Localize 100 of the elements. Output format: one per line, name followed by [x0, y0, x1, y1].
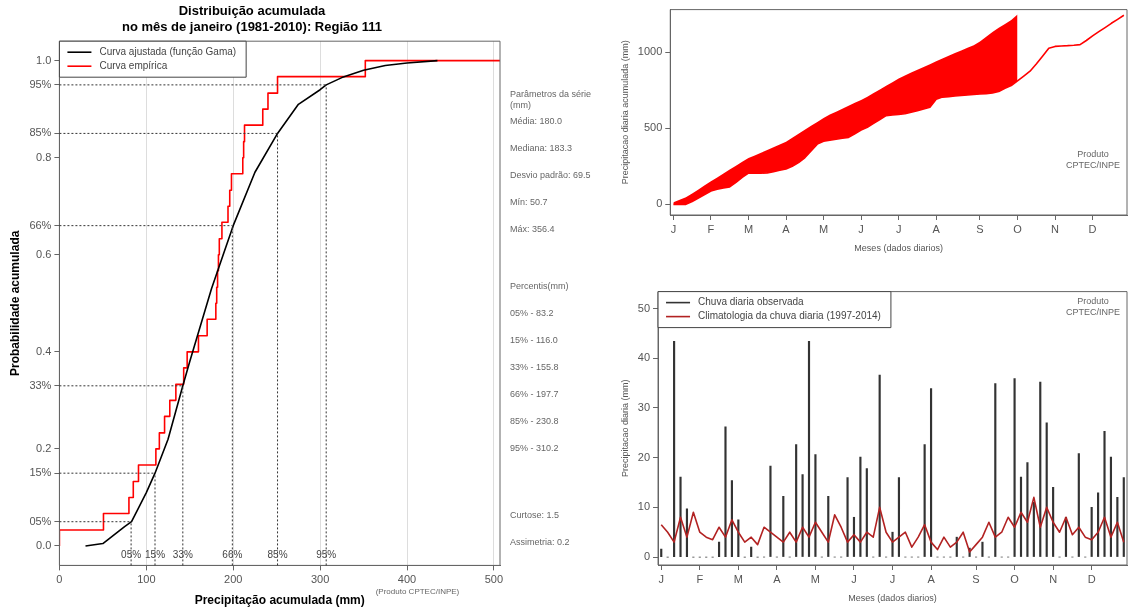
x-tick-label: J [670, 222, 677, 235]
chart-title: Distribuição acumulada no mês de janeiro (1981-2010): Região 111 [121, 3, 383, 34]
x-tick-label: 500 [484, 573, 504, 586]
bar [1026, 462, 1029, 557]
x-tick-label: J [658, 572, 664, 585]
y-tick-label: 85% [29, 126, 52, 139]
y-axis-title: Precipitacao diaria acumulada (mm) [619, 40, 630, 185]
y-tick-label: 0.4 [36, 344, 52, 357]
y-tick-label: 30 [637, 400, 651, 413]
legend-label: Chuva diaria observada [698, 296, 805, 308]
legend-label: Curva ajustada (função Gama) [99, 45, 237, 57]
x-tick-label: A [782, 222, 791, 235]
x-tick-label: 300 [310, 573, 330, 586]
y-tick-label: 66% [29, 218, 52, 231]
annotation: 85% [267, 549, 288, 561]
annotation: 33% [172, 549, 193, 561]
annotation: 66% [222, 549, 243, 561]
x-axis-title: Precipitação acumulada (mm) [194, 593, 365, 608]
bar [679, 476, 682, 557]
text: Parâmetros da série (mm) [510, 89, 592, 111]
x-tick-label: J [889, 572, 896, 585]
y-tick-label: 1000 [637, 45, 663, 58]
legend-label: Curva empírica [99, 59, 168, 71]
text: Desvio padrão: 69.5 [510, 170, 591, 181]
bar [878, 374, 881, 557]
x-tick-label: M [743, 222, 754, 235]
x-tick-label: 200 [224, 573, 243, 586]
y-tick-label: 95% [29, 77, 52, 90]
bar [801, 474, 804, 557]
x-tick-label: 100 [137, 573, 156, 586]
x-tick-label: D [1087, 572, 1096, 585]
x-tick-label: 0 [56, 573, 63, 586]
x-tick-label: S [972, 572, 980, 585]
y-tick-label: 50 [637, 301, 651, 314]
bar [859, 456, 862, 557]
text: 66% - 197.7 [510, 389, 559, 400]
bar [673, 340, 676, 557]
bar [1077, 453, 1080, 557]
text: 33% - 155.8 [510, 362, 559, 373]
text: 95% - 310.2 [510, 443, 559, 454]
x-tick-label: A [932, 222, 941, 235]
bar [846, 477, 849, 557]
x-tick-label: M [733, 572, 743, 585]
bar [717, 541, 721, 557]
bar [1122, 477, 1125, 557]
y-tick-label: 500 [643, 121, 663, 134]
text: Média: 180.0 [510, 116, 563, 127]
x-tick-label: A [773, 572, 782, 585]
y-tick-label: 0.8 [36, 150, 52, 163]
bar [769, 465, 772, 557]
bar [981, 541, 984, 557]
annotation: 05% [121, 549, 142, 561]
text: Assimetria: 0.2 [510, 537, 570, 548]
text: 15% - 116.0 [510, 335, 558, 346]
bar [1045, 422, 1048, 557]
y-tick-label: 0 [656, 197, 663, 210]
x-tick-label: F [707, 222, 715, 235]
y-tick-label: 1.0 [36, 53, 52, 66]
x-axis-title: Meses (dados diarios) [854, 243, 943, 254]
x-tick-label: M [810, 572, 821, 585]
bar [814, 454, 817, 557]
legend-label: Climatologia da chuva diaria (1997-2014) [698, 310, 881, 322]
y-tick-label: 0 [643, 550, 651, 563]
y-tick-label: 33% [29, 378, 52, 391]
text: Mín: 50.7 [510, 197, 548, 208]
bar [795, 444, 798, 557]
x-tick-label: J [895, 222, 902, 235]
bar [897, 477, 901, 557]
bar [923, 444, 926, 557]
text: Máx: 356.4 [510, 224, 555, 235]
bar [929, 388, 933, 557]
x-tick-label: D [1088, 222, 1097, 235]
x-tick-label: M [818, 222, 829, 235]
bar [750, 546, 753, 557]
bar [994, 383, 997, 557]
text: Mediana: 183.3 [510, 143, 573, 154]
annotation: Produto CPTEC/INPE [1065, 149, 1121, 171]
x-tick-label: J [851, 572, 857, 585]
x-tick-label: N [1049, 572, 1058, 585]
y-axis-title: Precipitacao diaria (mm) [619, 379, 630, 478]
bar [1013, 378, 1016, 557]
y-tick-label: 20 [637, 450, 651, 463]
y-tick-label: 0.6 [36, 247, 52, 260]
annotation: 95% [316, 549, 337, 561]
bar [1039, 381, 1042, 557]
y-tick-label: 40 [637, 351, 651, 364]
annotation: 15% [145, 549, 166, 561]
x-tick-label: O [1013, 222, 1023, 235]
bar [1103, 430, 1106, 557]
y-tick-label: 10 [637, 500, 651, 513]
y-tick-label: 15% [29, 466, 52, 479]
bar [807, 340, 811, 557]
y-tick-label: 0.0 [36, 539, 52, 552]
y-tick-label: 05% [29, 514, 52, 527]
text: 85% - 230.8 [510, 416, 559, 427]
text: Percentis(mm) [510, 281, 569, 292]
y-tick-label: 0.2 [36, 441, 52, 454]
x-tick-label: N [1051, 222, 1060, 235]
bar [1032, 502, 1035, 557]
x-tick-label: J [858, 222, 864, 235]
